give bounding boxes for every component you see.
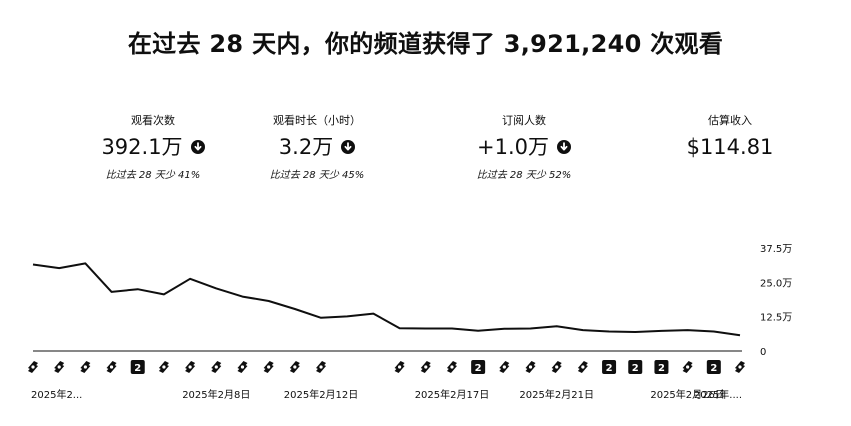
- video-marker-icon: [289, 361, 300, 373]
- video-marker-badge: [654, 360, 669, 374]
- arrow-down-circle-icon: [190, 140, 205, 154]
- metric-label: 订阅人数: [502, 114, 546, 127]
- data-point: [738, 333, 742, 337]
- series-line-views: [32, 262, 741, 337]
- x-tick-label: 2025年2月21日: [519, 388, 594, 401]
- data-point: [83, 261, 87, 265]
- data-point: [712, 329, 716, 333]
- data-point: [581, 328, 585, 332]
- data-point: [528, 326, 532, 330]
- video-marker-icon: [551, 361, 562, 373]
- x-tick-label: 2025年2月8日: [182, 388, 250, 401]
- data-point: [266, 299, 270, 303]
- data-point: [607, 329, 611, 333]
- metric-label: 估算收入: [708, 114, 752, 127]
- y-tick-label: 0: [760, 347, 766, 358]
- data-point: [555, 324, 559, 328]
- video-marker-icon: [158, 361, 169, 373]
- arrow-down-circle-icon: [557, 140, 571, 154]
- video-marker-label: 2: [606, 363, 613, 374]
- x-tick-label: 2025年2月26日: [650, 388, 725, 401]
- video-marker-icon: [525, 361, 536, 373]
- video-marker-badge: [602, 360, 617, 374]
- metric-value: 392.1万: [101, 135, 183, 159]
- data-point: [450, 326, 454, 330]
- data-point: [57, 266, 61, 270]
- video-marker-icon: [499, 361, 510, 373]
- video-marker-icon: [682, 361, 693, 373]
- data-point: [397, 326, 401, 330]
- data-point: [188, 277, 192, 281]
- video-marker-label: 2: [710, 363, 717, 374]
- video-marker-icon: [420, 361, 431, 373]
- data-point: [633, 330, 637, 334]
- video-marker-icon: [80, 361, 91, 373]
- video-marker-icon: [316, 361, 327, 373]
- arrow-down-circle-icon: [341, 140, 356, 154]
- video-marker-label: 2: [134, 363, 141, 374]
- data-point: [162, 292, 166, 296]
- y-tick-label: 12.5万: [760, 313, 792, 324]
- video-marker-label: 2: [658, 363, 665, 374]
- data-point: [31, 262, 35, 266]
- page-title: 在过去 28 天内，你的频道获得了 3,921,240 次观看: [127, 30, 724, 58]
- metric-compare: 比过去 28 天少 45%: [269, 170, 365, 181]
- video-marker-icon: [263, 361, 274, 373]
- data-point: [240, 294, 244, 298]
- data-point: [319, 316, 323, 320]
- x-tick-label: 2025年2月12日: [284, 388, 359, 401]
- data-point: [685, 328, 689, 332]
- x-tick-label: 2025年....: [694, 388, 742, 401]
- data-point: [476, 328, 480, 332]
- metric-compare: 比过去 28 天少 52%: [476, 170, 572, 181]
- video-marker-icon: [446, 361, 457, 373]
- video-marker-icon: [185, 361, 196, 373]
- data-point: [424, 326, 428, 330]
- data-point: [502, 327, 506, 331]
- data-point: [293, 307, 297, 311]
- views-line-chart[interactable]: 37.5万 25.0万 12.5万 0 2 2 2 2 2 2 2025年2... 2025年2月8日…: [0, 230, 851, 426]
- metric-subscribers[interactable]: 订阅人数 +1.0万 比过去 28 天少 52%: [424, 112, 624, 181]
- video-marker-badge: [706, 360, 721, 374]
- metric-watch-time[interactable]: 观看时长（小时） 3.2万 比过去 28 天少 45%: [217, 112, 417, 181]
- video-marker-icon: [54, 361, 65, 373]
- y-tick-label: 37.5万: [760, 244, 792, 255]
- video-marker-badge: [471, 360, 486, 374]
- metric-compare: 比过去 28 天少 41%: [105, 170, 201, 181]
- video-marker-badge: [130, 360, 145, 374]
- metric-value: 3.2万: [278, 135, 334, 159]
- x-tick-label: 2025年2月17日: [415, 388, 490, 401]
- video-marker-icon: [394, 361, 405, 373]
- metric-label: 观看次数: [131, 114, 175, 127]
- data-point: [659, 329, 663, 333]
- video-marker-icon: [106, 361, 117, 373]
- data-point: [109, 290, 113, 294]
- data-point: [371, 311, 375, 315]
- data-point: [214, 286, 218, 290]
- metric-views[interactable]: 观看次数 392.1万 比过去 28 天少 41%: [53, 112, 253, 181]
- y-tick-label: 25.0万: [760, 278, 792, 289]
- metric-value: $114.81: [686, 135, 774, 159]
- metric-revenue[interactable]: 估算收入 $114.81: [630, 112, 830, 159]
- data-point: [345, 314, 349, 318]
- video-marker-icon: [211, 361, 222, 373]
- metric-value: +1.0万: [477, 135, 549, 159]
- video-marker-icon: [28, 361, 38, 373]
- video-marker-icon: [577, 361, 588, 373]
- data-point: [136, 287, 140, 291]
- video-marker-badge: [628, 360, 643, 374]
- video-marker-icon: [735, 361, 745, 373]
- x-tick-label: 2025年2...: [31, 388, 82, 401]
- video-marker-icon: [237, 361, 248, 373]
- metric-label: 观看时长（小时）: [273, 114, 361, 127]
- video-marker-label: 2: [632, 363, 639, 374]
- video-marker-label: 2: [475, 363, 482, 374]
